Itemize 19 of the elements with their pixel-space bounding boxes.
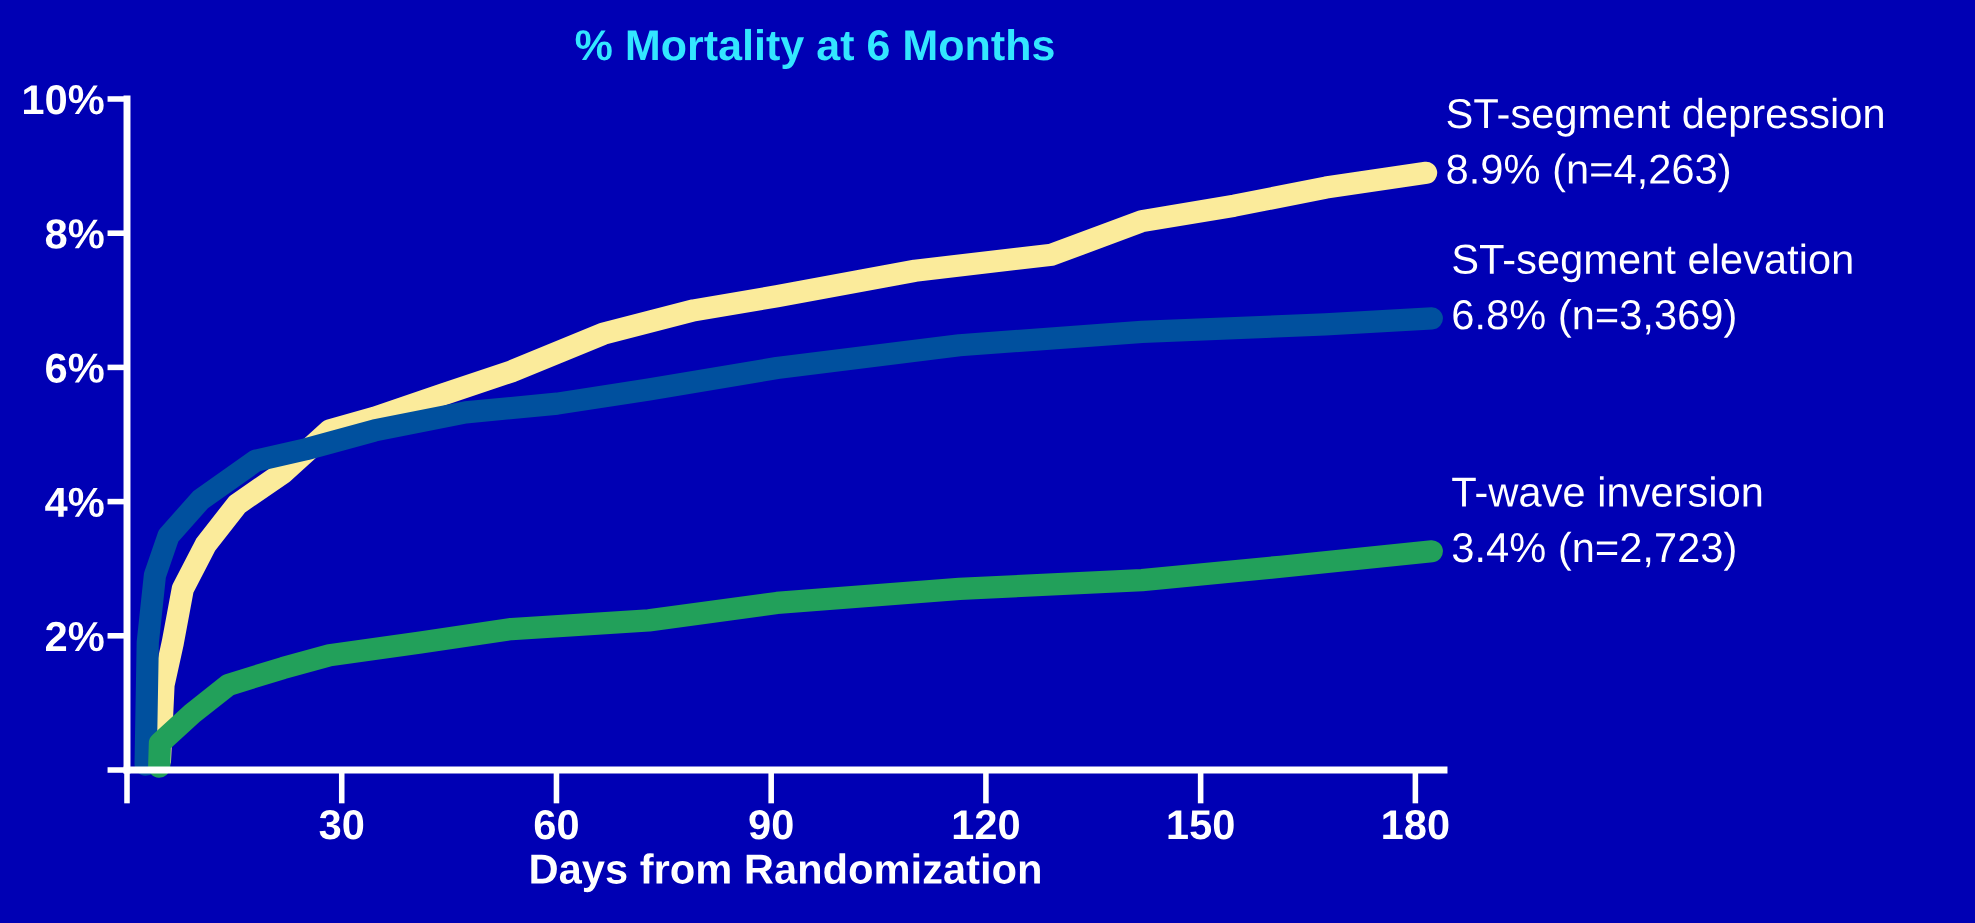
y-tick-label: 10% <box>24 85 104 115</box>
x-tick-label: 60 <box>534 809 578 840</box>
text: 3.4% (n=2,723) <box>1452 531 1735 571</box>
x-tick-label: 30 <box>319 809 364 840</box>
text: 6.8% (n=3,369) <box>1453 299 1735 338</box>
x-axis-title: Days from Randomization <box>531 853 1040 893</box>
text: 8.9% (n=4,263) <box>1447 153 1730 193</box>
y-tick-label: 4% <box>45 487 104 518</box>
x-tick-label: 180 <box>1383 809 1449 840</box>
series-label: T-wave inversion <box>1452 476 1762 507</box>
series-label: ST-segment depression <box>1447 97 1883 137</box>
x-tick-label: 150 <box>1168 809 1234 840</box>
y-tick-label: 6% <box>46 353 104 383</box>
chart-title: % Mortality at 6 Months <box>575 28 1054 70</box>
series-label: ST-segment elevation <box>1453 243 1852 283</box>
x-tick-label: 90 <box>749 809 793 840</box>
x-tick-label: 120 <box>953 809 1019 840</box>
y-tick-label: 2% <box>46 621 104 652</box>
y-tick-label: 8% <box>45 219 104 249</box>
